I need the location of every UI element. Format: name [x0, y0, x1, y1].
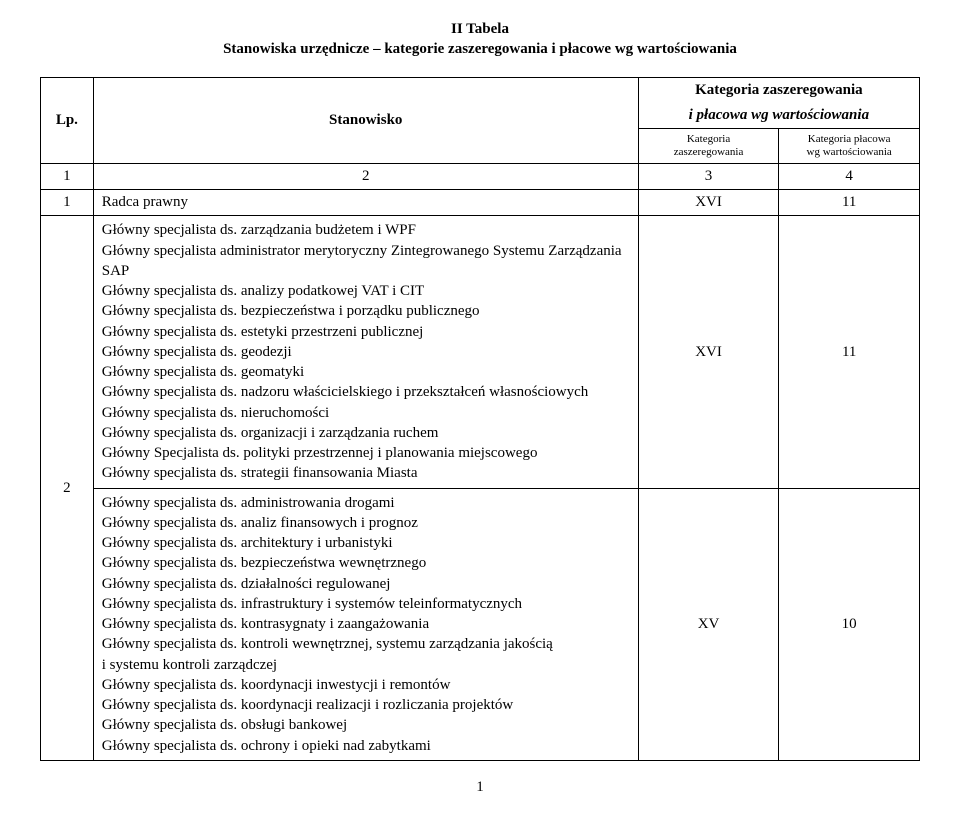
header-row-1: Lp. Stanowisko Kategoria zaszeregowania — [41, 78, 920, 104]
header-stanowisko: Stanowisko — [93, 78, 638, 164]
row1-lp: 1 — [41, 190, 94, 216]
title-line2: Stanowiska urzędnicze – kategorie zaszer… — [40, 40, 920, 60]
row2-lp: 2 — [41, 216, 94, 761]
list-item: Główny specjalista ds. koordynacji inwes… — [102, 675, 630, 695]
row2-groupB-kz: XV — [638, 488, 779, 760]
list-item: Główny Specjalista ds. polityki przestrz… — [102, 443, 630, 463]
list-item: Główny specjalista ds. administrowania d… — [102, 493, 630, 513]
page-title: II Tabela Stanowiska urzędnicze – katego… — [40, 20, 920, 59]
list-item: Główny specjalista ds. geomatyki — [102, 362, 630, 382]
row1-stan: Radca prawny — [93, 190, 638, 216]
list-item: Główny specjalista ds. analiz finansowyc… — [102, 513, 630, 533]
list-item: Główny specjalista ds. architektury i ur… — [102, 533, 630, 553]
list-item: Główny specjalista ds. estetyki przestrz… — [102, 322, 630, 342]
list-item: Główny specjalista ds. bezpieczeństwa i … — [102, 301, 630, 321]
title-line1: II Tabela — [40, 20, 920, 40]
header-kp-sub-line2: wg wartościowania — [807, 146, 892, 158]
list-item: Główny specjalista ds. organizacji i zar… — [102, 423, 630, 443]
table-row: Główny specjalista ds. administrowania d… — [41, 488, 920, 760]
page-number: 1 — [40, 779, 920, 796]
table-row: 2 Główny specjalista ds. zarządzania bud… — [41, 216, 920, 488]
row1-kz: XVI — [638, 190, 779, 216]
header-kz-sub-line2: zaszeregowania — [674, 146, 744, 158]
colnum-2: 2 — [93, 164, 638, 190]
row2-groupA-kz: XVI — [638, 216, 779, 488]
list-item: Główny specjalista ds. infrastruktury i … — [102, 594, 630, 614]
list-item: i systemu kontroli zarządczej — [102, 655, 630, 675]
list-item: Główny specjalista ds. obsługi bankowej — [102, 715, 630, 735]
header-kategoria-group-line2: i płacowa wg wartościowania — [638, 103, 919, 129]
header-kp-sub: Kategoria płacowa wg wartościowania — [779, 129, 920, 164]
list-item: Główny specjalista ds. koordynacji reali… — [102, 695, 630, 715]
list-item: Główny specjalista ds. nieruchomości — [102, 403, 630, 423]
header-kz-sub-line1: Kategoria — [687, 133, 730, 145]
row2-groupB-kp: 10 — [779, 488, 920, 760]
header-kategoria-group-line1: Kategoria zaszeregowania — [638, 78, 919, 104]
table-row: 1 Radca prawny XVI 11 — [41, 190, 920, 216]
list-item: Główny specjalista ds. zarządzania budże… — [102, 220, 630, 240]
list-item: Główny specjalista ds. kontroli wewnętrz… — [102, 634, 630, 654]
header-kz-sub: Kategoria zaszeregowania — [638, 129, 779, 164]
colnum-3: 3 — [638, 164, 779, 190]
list-item: Główny specjalista ds. działalności regu… — [102, 574, 630, 594]
column-number-row: 1 2 3 4 — [41, 164, 920, 190]
row2-groupB-items: Główny specjalista ds. administrowania d… — [93, 488, 638, 760]
list-item: Główny specjalista ds. ochrony i opieki … — [102, 736, 630, 756]
list-item: Główny specjalista ds. analizy podatkowe… — [102, 281, 630, 301]
list-item: Główny specjalista ds. kontrasygnaty i z… — [102, 614, 630, 634]
list-item: Główny specjalista ds. nadzoru właścicie… — [102, 382, 630, 402]
list-item: Główny specjalista ds. geodezji — [102, 342, 630, 362]
header-lp: Lp. — [41, 78, 94, 164]
colnum-4: 4 — [779, 164, 920, 190]
list-item: Główny specjalista ds. strategii finanso… — [102, 463, 630, 483]
header-kp-sub-line1: Kategoria płacowa — [808, 133, 891, 145]
row2-groupA-kp: 11 — [779, 216, 920, 488]
colnum-1: 1 — [41, 164, 94, 190]
row1-kp: 11 — [779, 190, 920, 216]
list-item: Główny specjalista administrator merytor… — [102, 241, 630, 282]
row2-groupA-items: Główny specjalista ds. zarządzania budże… — [93, 216, 638, 488]
positions-table: Lp. Stanowisko Kategoria zaszeregowania … — [40, 77, 920, 761]
list-item: Główny specjalista ds. bezpieczeństwa we… — [102, 553, 630, 573]
